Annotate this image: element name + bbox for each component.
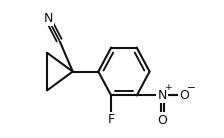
Text: O: O [179,89,189,102]
Text: −: − [186,83,195,93]
Text: +: + [164,83,171,92]
Text: F: F [108,113,115,126]
Text: O: O [157,114,167,127]
Text: N: N [158,89,167,102]
Text: N: N [43,12,53,25]
